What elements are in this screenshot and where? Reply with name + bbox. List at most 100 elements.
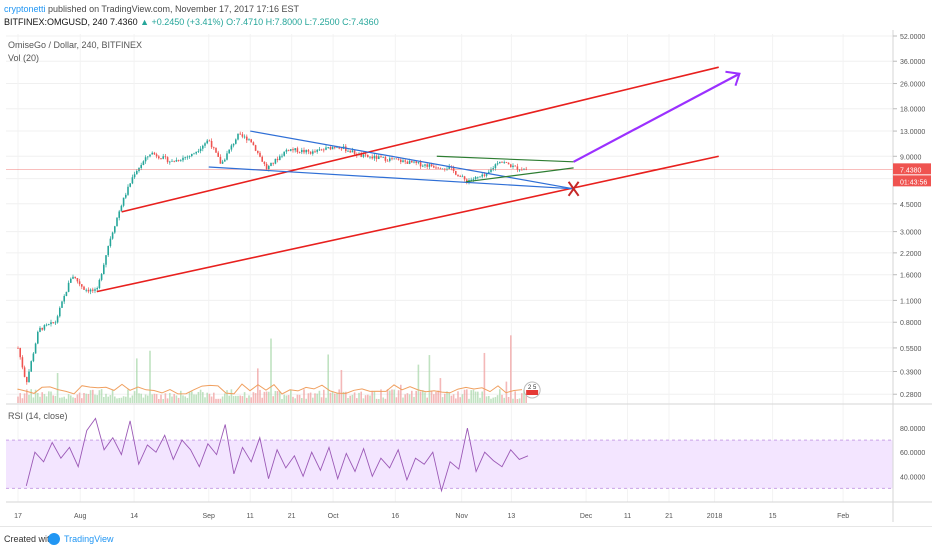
candle-body-125: [292, 149, 294, 151]
candle-body-16: [52, 322, 54, 324]
volume-bar-56: [140, 393, 142, 403]
candle-body-136: [316, 149, 318, 152]
volume-bar-182: [417, 364, 420, 403]
volume-bar-93: [221, 396, 224, 403]
volume-bar-54: [136, 358, 138, 403]
volume-bar-162: [373, 390, 376, 403]
candle-body-134: [312, 151, 314, 154]
volume-bar-29: [81, 398, 83, 403]
volume-bar-221: [503, 397, 505, 403]
volume-bar-87: [208, 393, 211, 403]
volume-bar-18: [56, 373, 59, 403]
volume-bar-133: [309, 392, 312, 403]
candle-body-220: [501, 161, 503, 163]
candle-body-92: [219, 156, 222, 164]
candle-body-161: [371, 156, 373, 159]
volume-bar-75: [182, 395, 184, 403]
volume-bar-99: [235, 395, 237, 403]
chart-svg[interactable]: 2 5 52.0000 36.0000 26.0000 18.0000 13.0000 9…: [0, 30, 932, 526]
candle-body-7: [32, 353, 35, 362]
volume-bar-76: [184, 396, 186, 403]
y-tick-label-10: 1.6000: [900, 273, 922, 280]
volume-bar-48: [122, 396, 125, 403]
candle-body-73: [177, 160, 180, 161]
candle-body-91: [217, 152, 219, 157]
volume-bar-68: [166, 398, 169, 403]
chart-header: cryptonetti published on TradingView.com…: [0, 0, 932, 30]
change-label: ▲ +0.2450 (+3.41%): [140, 17, 224, 27]
volume-bar-173: [397, 390, 400, 403]
volume-bar-107: [252, 392, 255, 403]
candle-body-163: [375, 155, 378, 159]
candle-body-89: [213, 147, 215, 149]
volume-bar-123: [287, 395, 290, 403]
volume-bar-203: [463, 389, 466, 403]
candle-body-69: [169, 161, 171, 163]
volume-bar-79: [191, 391, 193, 403]
candle-body-19: [59, 307, 61, 317]
volume-bar-80: [193, 394, 195, 403]
candle-body-132: [307, 149, 310, 152]
volume-bar-183: [419, 391, 422, 403]
candle-body-26: [74, 276, 76, 278]
candle-body-32: [87, 289, 90, 292]
y-tick-label-4: 13.0000: [900, 129, 925, 136]
candle-body-39: [103, 264, 105, 275]
x-tick-label-12: 21: [665, 513, 673, 520]
volume-bar-188: [430, 390, 433, 403]
candle-body-66: [162, 156, 164, 159]
candle-body-42: [109, 238, 112, 246]
volume-bar-73: [177, 397, 180, 403]
volume-bar-140: [325, 397, 327, 403]
volume-bar-115: [270, 338, 272, 403]
last-price-text: 7.4380: [900, 167, 922, 174]
candle-body-9: [37, 331, 39, 344]
volume-bar-128: [298, 394, 301, 403]
candle-body-81: [195, 151, 197, 154]
volume-bar-13: [45, 396, 48, 403]
candle-body-179: [411, 160, 413, 163]
volume-bar-231: [525, 395, 527, 403]
volume-bar-136: [316, 393, 318, 403]
tradingview-brand[interactable]: TradingView: [64, 534, 114, 544]
candle-body-202: [461, 176, 464, 178]
volume-bar-23: [67, 394, 70, 403]
volume-bar-85: [204, 397, 206, 403]
volume-bar-27: [76, 394, 79, 403]
volume-bar-95: [226, 390, 228, 403]
x-tick-label-2: 14: [130, 513, 138, 520]
volume-bar-189: [433, 394, 435, 403]
candle-body-96: [228, 149, 230, 154]
volume-bar-0: [17, 396, 19, 403]
volume-bar-124: [290, 389, 292, 403]
y-tick-label-14: 0.3900: [900, 370, 922, 377]
candle-body-62: [153, 152, 156, 155]
volume-bar-175: [402, 397, 404, 403]
volume-bar-104: [246, 397, 248, 403]
candle-body-187: [428, 164, 431, 167]
volume-bar-69: [169, 393, 171, 403]
volume-bar-49: [125, 396, 127, 403]
candle-body-171: [393, 158, 395, 160]
candle-body-130: [303, 149, 305, 153]
x-tick-label-10: Dec: [580, 513, 593, 520]
author-link[interactable]: cryptonetti: [4, 4, 46, 14]
volume-bar-3: [23, 393, 26, 403]
volume-bar-8: [34, 389, 37, 403]
chart-area[interactable]: 2 5 52.0000 36.0000 26.0000 18.0000 13.0000 9…: [0, 30, 932, 526]
candle-body-75: [182, 157, 184, 161]
candle-body-27: [76, 277, 79, 282]
volume-bar-38: [100, 389, 103, 403]
candle-body-209: [477, 176, 479, 178]
volume-bar-30: [83, 392, 85, 403]
channel-upper-line: [250, 130, 574, 190]
candle-body-21: [63, 295, 65, 302]
candle-body-65: [160, 158, 162, 160]
volume-bar-223: [507, 396, 510, 403]
volume-bar-144: [334, 393, 336, 403]
volume-bar-64: [158, 398, 160, 403]
candle-body-64: [158, 156, 160, 159]
volume-bar-137: [318, 390, 321, 403]
created-with-text: Created with: [4, 534, 55, 544]
candle-body-176: [404, 160, 406, 162]
